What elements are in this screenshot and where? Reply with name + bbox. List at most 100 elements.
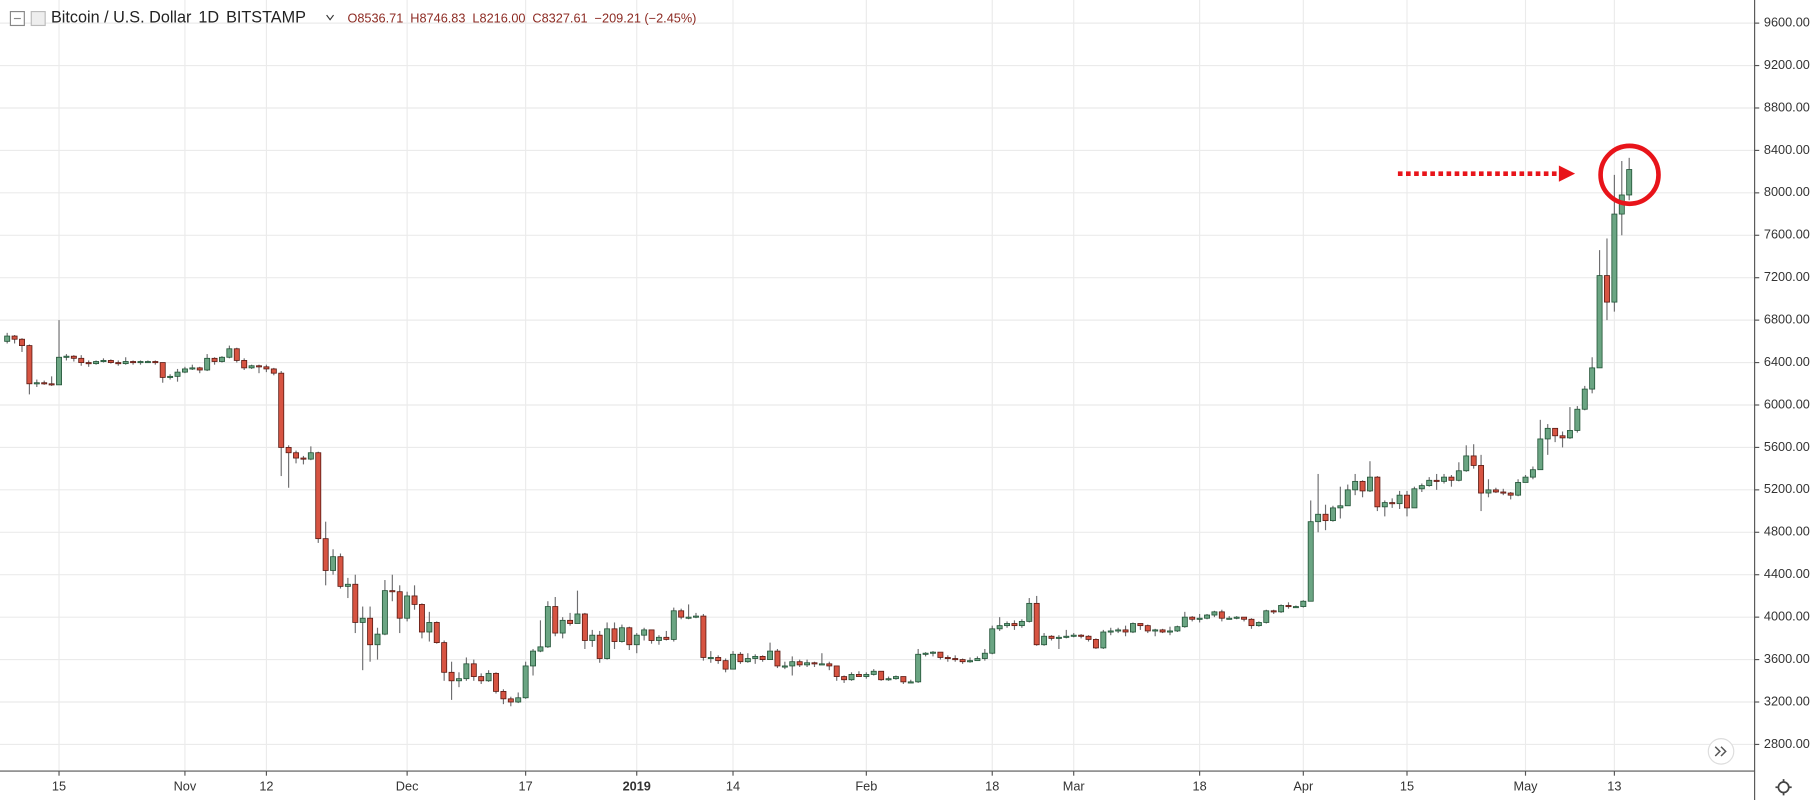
candle-body: [478, 676, 485, 682]
candle-body: [878, 670, 885, 681]
x-tick-label: Feb: [855, 779, 877, 794]
candle-body: [715, 657, 722, 662]
x-tick-label: Apr: [1293, 779, 1314, 794]
candle-body: [396, 591, 403, 619]
candle-body: [1485, 489, 1492, 494]
candle-body: [1626, 169, 1633, 196]
candle-body: [1581, 388, 1588, 410]
candle-body: [552, 606, 559, 634]
scroll-to-realtime-button[interactable]: [1707, 738, 1735, 765]
y-tick-label: 3600.00: [1764, 651, 1810, 666]
candle-body: [300, 457, 307, 460]
candle-body: [1278, 605, 1285, 613]
candle-body: [322, 538, 329, 571]
candle-body: [181, 368, 188, 373]
candle-body: [507, 698, 514, 703]
candle-body: [559, 619, 566, 634]
settings-gear[interactable]: [1777, 781, 1790, 794]
candle-body: [174, 371, 181, 377]
candle-body: [359, 617, 366, 623]
candle-body: [1130, 623, 1136, 633]
candle-body: [811, 662, 818, 665]
x-tick-label: 13: [1607, 779, 1621, 794]
candle-body: [456, 678, 462, 682]
candle-body: [1596, 275, 1603, 369]
x-tick-label: 17: [519, 779, 533, 794]
candle-body: [1248, 618, 1255, 627]
candle-body: [515, 697, 522, 703]
candle-body: [270, 368, 277, 374]
x-tick-label: 15: [52, 779, 66, 794]
change-value: −209.21 (−2.45%): [595, 11, 697, 26]
candle-body: [1085, 635, 1092, 640]
candle-body: [315, 452, 322, 540]
candle-body: [1241, 616, 1248, 620]
y-tick-label: 5200.00: [1764, 481, 1810, 496]
candle-body: [1574, 408, 1581, 431]
candle-body: [596, 634, 603, 659]
symbol[interactable]: Bitcoin / U.S. Dollar 1D BITSTAMP: [51, 9, 306, 27]
candle-body: [285, 447, 292, 454]
annotation-circle: [1598, 143, 1661, 207]
candle-body: [470, 663, 477, 677]
y-tick-label: 8400.00: [1764, 142, 1810, 157]
candle-body: [374, 633, 381, 646]
candle-body: [1018, 620, 1025, 627]
x-tick-label: 18: [1193, 779, 1207, 794]
y-tick-label: 2800.00: [1764, 736, 1810, 751]
candle-body: [1233, 616, 1240, 619]
x-tick-label: Nov: [174, 779, 197, 794]
candle-body: [611, 628, 618, 642]
candle-body: [1115, 629, 1122, 632]
y-tick-label: 6800.00: [1764, 311, 1810, 326]
candle-body: [11, 335, 18, 340]
annotation-arrowhead: [1558, 165, 1576, 182]
candle-body: [633, 634, 640, 646]
candle-body: [693, 615, 699, 618]
candle-body: [433, 622, 440, 644]
candle-body: [485, 672, 492, 682]
candle-body: [678, 610, 685, 618]
candle-body: [1033, 602, 1040, 646]
candle-body: [826, 663, 833, 667]
candle-body: [293, 452, 299, 459]
candle-body: [19, 338, 25, 347]
candle-body: [1359, 480, 1366, 492]
y-tick-label: 5600.00: [1764, 439, 1810, 454]
candle-body: [1367, 476, 1373, 492]
candle-body: [863, 674, 870, 677]
candle-body: [774, 650, 781, 667]
candle-body: [56, 356, 62, 386]
candle-body: [900, 676, 907, 683]
symbol-dropdown-arrow[interactable]: [326, 14, 335, 21]
candle-body: [796, 661, 803, 666]
candle-body: [100, 360, 107, 363]
candle-body: [448, 671, 455, 682]
candle-body: [1329, 507, 1336, 522]
candle-body: [574, 613, 581, 624]
candle-body: [1381, 502, 1388, 508]
candle-body: [618, 627, 625, 642]
candle-body: [226, 348, 233, 358]
candle-body: [1189, 616, 1196, 620]
y-tick-label: 4000.00: [1764, 609, 1810, 624]
y-tick-label: 9600.00: [1764, 14, 1810, 29]
candle-body: [441, 642, 448, 673]
candle-body: [915, 653, 922, 683]
candle-body: [307, 452, 314, 460]
candle-body: [1544, 427, 1551, 440]
candle-body: [1441, 476, 1447, 482]
x-tick-label: Mar: [1063, 779, 1086, 794]
candle-body: [885, 678, 892, 681]
candle-body: [967, 660, 973, 663]
candle-body: [922, 652, 929, 655]
candle-body: [463, 663, 470, 680]
candle-body: [974, 658, 981, 662]
candle-body: [1122, 629, 1129, 633]
candle-body: [730, 653, 736, 670]
candle-body: [1204, 614, 1210, 619]
candle-body: [959, 659, 966, 663]
symbol-name: Bitcoin / U.S. Dollar: [51, 9, 192, 27]
candle-body: [893, 676, 899, 680]
